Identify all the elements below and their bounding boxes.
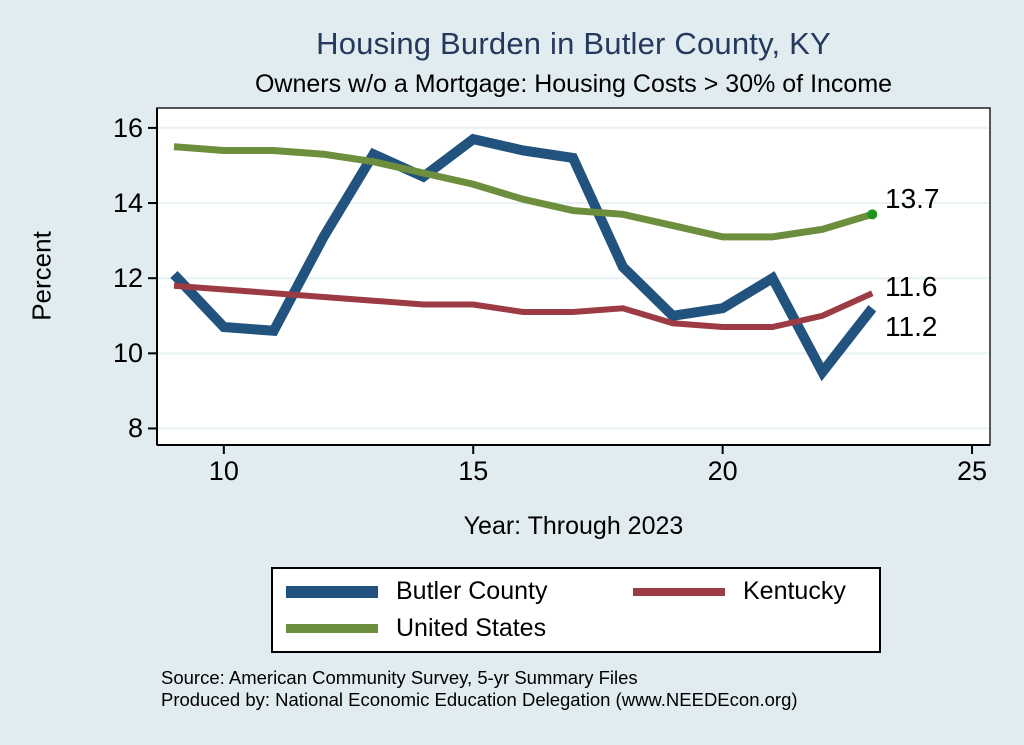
end-label-butler-county: 11.2	[885, 311, 938, 343]
legend-item-kentucky: Kentucky	[633, 577, 879, 606]
end-label-kentucky: 11.6	[885, 271, 938, 303]
legend-item-butler-county: Butler County	[286, 577, 633, 606]
legend-item-united-states: United States	[286, 614, 633, 643]
y-axis-title: Percent	[26, 231, 57, 321]
x-tick-label-25: 25	[957, 456, 988, 486]
legend: Butler County Kentucky United States	[271, 567, 881, 653]
produced-by-line: Produced by: National Economic Education…	[161, 689, 798, 710]
series-line-butler-county	[170, 133, 877, 382]
x-tick-label-20: 20	[707, 456, 738, 486]
y-tick-label-12: 12	[112, 263, 143, 294]
y-tick-label-10: 10	[112, 338, 143, 369]
y-tick-label-8: 8	[127, 413, 143, 444]
chart-title: Housing Burden in Butler County, KY	[316, 26, 831, 61]
chart-subtitle: Owners w/o a Mortgage: Housing Costs > 3…	[254, 70, 893, 98]
legend-label-butler-county: Butler County	[396, 577, 548, 605]
kentucky-line-swatch-icon	[633, 587, 725, 596]
source-notes: Source: American Community Survey, 5-yr …	[161, 667, 798, 711]
series-end-dot-united-states	[867, 209, 878, 220]
series-line-kentucky	[173, 282, 874, 331]
series-line-united-states	[173, 143, 874, 241]
united-states-line-swatch-icon	[286, 624, 378, 633]
source-line: Source: American Community Survey, 5-yr …	[161, 667, 638, 688]
x-axis-title: Year: Through 2023	[463, 512, 684, 540]
butler-county-line-swatch-icon	[286, 585, 378, 598]
legend-label-kentucky: Kentucky	[743, 577, 846, 605]
x-tick-label-15: 15	[458, 456, 489, 486]
x-tick-label-10: 10	[208, 456, 239, 486]
y-tick-label-14: 14	[112, 188, 143, 219]
legend-label-united-states: United States	[396, 614, 547, 642]
end-label-united-states: 13.7	[885, 183, 940, 215]
y-tick-label-16: 16	[112, 112, 143, 143]
